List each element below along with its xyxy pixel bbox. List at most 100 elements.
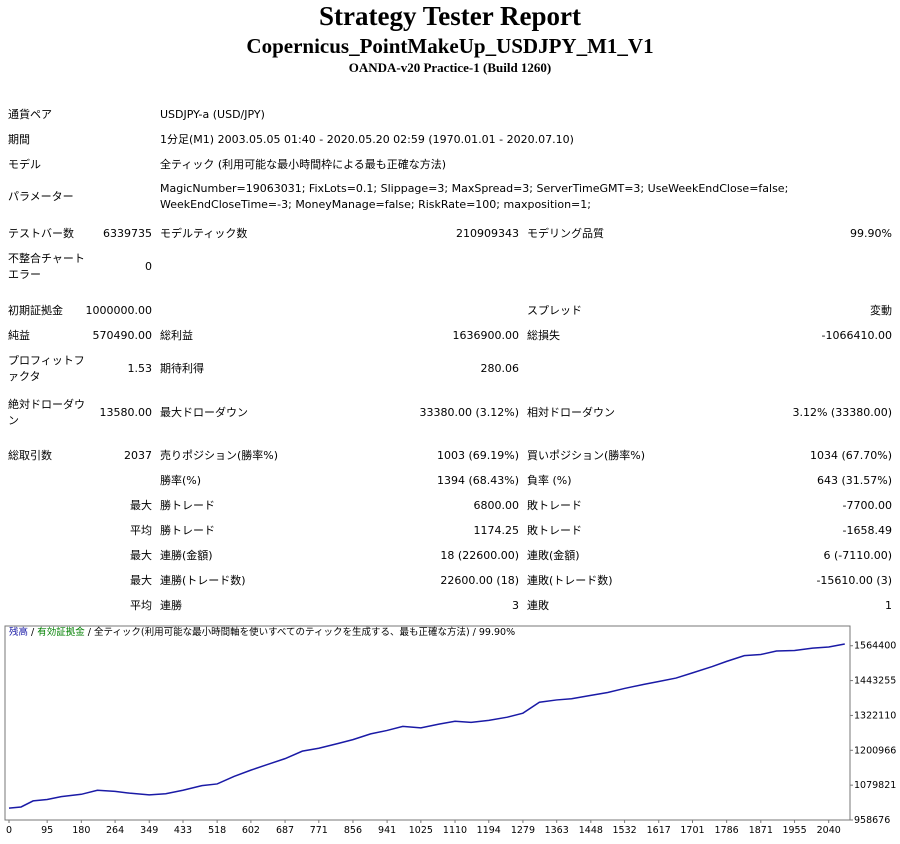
- cell-label2: 売りポジション(勝率%): [160, 449, 279, 462]
- cell-label3: 連敗(金額): [527, 549, 580, 562]
- table-row: パラメーター MagicNumber=19063031; FixLots=0.1;…: [0, 180, 900, 214]
- x-tick-label: 349: [140, 825, 158, 836]
- cell-value3: 643 (31.57%): [816, 474, 892, 487]
- cell-value: 1.53: [127, 362, 153, 375]
- cell-label: 不整合チャートエラー: [8, 252, 85, 281]
- cell-label: 通貨ペア: [8, 108, 52, 121]
- cell-value: 最大: [130, 549, 152, 562]
- cell-label: テストバー数: [8, 227, 74, 240]
- cell-value3: 1: [885, 599, 892, 612]
- table-row: 平均 勝トレード 1174.25 敗トレード -1658.49: [0, 519, 900, 543]
- legend-separator: /: [88, 627, 92, 638]
- plot-frame: [4, 625, 851, 821]
- cell-text: USDJPY-a (USD/JPY): [160, 108, 265, 121]
- y-tick-label: 1079821: [854, 780, 896, 791]
- cell-value2: 1174.25: [473, 524, 520, 537]
- cell-label3: 連敗(トレード数): [527, 574, 613, 587]
- cell-label: プロフィットファクタ: [8, 354, 85, 383]
- cell-label: モデル: [8, 158, 41, 171]
- x-tick-label: 1025: [409, 825, 433, 836]
- cell-label2: モデルティック数: [160, 227, 248, 240]
- cell-label3: 総損失: [527, 329, 560, 342]
- table-row: 最大 連勝(トレード数) 22600.00 (18) 連敗(トレード数) -15610.…: [0, 569, 900, 593]
- chart-legend: 残高 / 有効証拠金 / 全ティック(利用可能な最小時間軸を使いすべてのティックを生成す…: [9, 626, 515, 638]
- cell-label3: スプレッド: [527, 304, 582, 317]
- y-tick-label: 1322110: [854, 710, 896, 721]
- table-row: 初期証拠金 1000000.00 スプレッド 変動: [0, 299, 900, 323]
- cell-label3: 連敗: [527, 599, 549, 612]
- legend-equity: 有効証拠金: [37, 626, 85, 638]
- cell-value2: 210909343: [456, 227, 519, 240]
- table-row: 平均 連勝 3 連敗 1: [0, 594, 900, 618]
- cell-value: 最大: [130, 574, 152, 587]
- cell-label2: 連勝(金額): [160, 549, 213, 562]
- cell-value2: 18 (22600.00): [440, 549, 519, 562]
- x-tick-label: 2040: [817, 825, 841, 836]
- cell-value: 570490.00: [92, 329, 153, 342]
- cell-value3: -1066410.00: [821, 329, 892, 342]
- cell-value: 平均: [130, 599, 152, 612]
- legend-separator: /: [31, 627, 35, 638]
- x-tick-label: 1955: [782, 825, 806, 836]
- cell-value2: 22600.00 (18): [440, 574, 519, 587]
- y-tick-label: 958676: [854, 815, 890, 826]
- cell-label: パラメーター: [8, 190, 74, 203]
- cell-label2: 勝率(%): [160, 474, 202, 487]
- x-tick-label: 1448: [579, 825, 603, 836]
- x-tick-label: 687: [276, 825, 294, 836]
- x-tick-label: 433: [174, 825, 192, 836]
- cell-value3: 3.12% (33380.00): [792, 406, 892, 419]
- legend-model: 全ティック(利用可能な最小時間軸を使いすべてのティックを生成する、最も正確な方法…: [94, 626, 470, 638]
- x-tick-label: 1279: [511, 825, 535, 836]
- cell-label: 絶対ドローダウン: [8, 398, 85, 427]
- cell-label2: 連勝(トレード数): [160, 574, 246, 587]
- cell-value2: 6800.00: [473, 499, 520, 512]
- report-title: Strategy Tester Report: [319, 1, 581, 31]
- cell-text: MagicNumber=19063031; FixLots=0.1; Slipp…: [160, 182, 789, 211]
- y-tick-label: 1564400: [854, 641, 896, 652]
- cell-value3: 1034 (67.70%): [809, 449, 892, 462]
- cell-value2: 1636900.00: [452, 329, 519, 342]
- cell-value: 2037: [124, 449, 152, 462]
- x-tick-label: 1110: [443, 825, 467, 836]
- table-row: 最大 勝トレード 6800.00 敗トレード -7700.00: [0, 494, 900, 518]
- cell-value3: -15610.00 (3): [816, 574, 892, 587]
- cell-value3: 変動: [870, 304, 892, 317]
- cell-label: 期間: [8, 133, 30, 146]
- x-tick-label: 1194: [477, 825, 501, 836]
- x-tick-label: 1871: [749, 825, 773, 836]
- cell-label2: 総利益: [160, 329, 193, 342]
- table-row: 期間 1分足(M1) 2003.05.05 01:40 - 2020.05.20 …: [0, 128, 900, 152]
- table-row: テストバー数 6339735 モデルティック数 210909343 モデリング品質 99.…: [0, 222, 900, 246]
- table-row: 勝率(%) 1394 (68.43%) 負率 (%) 643 (31.57%): [0, 469, 900, 493]
- cell-label2: 最大ドローダウン: [160, 406, 248, 419]
- x-tick-label: 1701: [680, 825, 704, 836]
- cell-label3: 敗トレード: [527, 524, 582, 537]
- table-row: 絶対ドローダウン 13580.00 最大ドローダウン 33380.00 (3.12%)…: [0, 396, 900, 430]
- cell-label3: モデリング品質: [527, 227, 604, 240]
- cell-label2: 勝トレード: [160, 524, 215, 537]
- x-tick-label: 518: [208, 825, 226, 836]
- cell-value: 0: [145, 260, 152, 273]
- cell-value3: -7700.00: [842, 499, 892, 512]
- cell-label3: 敗トレード: [527, 499, 582, 512]
- cell-value: 最大: [130, 499, 152, 512]
- legend-separator: /: [473, 627, 477, 638]
- cell-label: 初期証拠金: [8, 304, 63, 317]
- x-tick-label: 1786: [715, 825, 739, 836]
- y-tick-label: 1200966: [854, 745, 896, 756]
- cell-label2: 勝トレード: [160, 499, 215, 512]
- cell-label3: 相対ドローダウン: [527, 406, 615, 419]
- cell-value2: 33380.00 (3.12%): [419, 406, 519, 419]
- legend-balance: 残高: [9, 626, 28, 638]
- cell-value2: 3: [512, 599, 519, 612]
- x-tick-label: 602: [242, 825, 260, 836]
- x-tick-label: 771: [310, 825, 328, 836]
- cell-text: 1分足(M1) 2003.05.05 01:40 - 2020.05.20 02…: [160, 133, 574, 146]
- cell-label: 総取引数: [8, 449, 52, 462]
- cell-label3: 買いポジション(勝率%): [527, 449, 646, 462]
- cell-value3: -1658.49: [842, 524, 892, 537]
- table-row: 最大 連勝(金額) 18 (22600.00) 連敗(金額) 6 (-7110.00): [0, 544, 900, 568]
- x-tick-label: 95: [41, 825, 53, 836]
